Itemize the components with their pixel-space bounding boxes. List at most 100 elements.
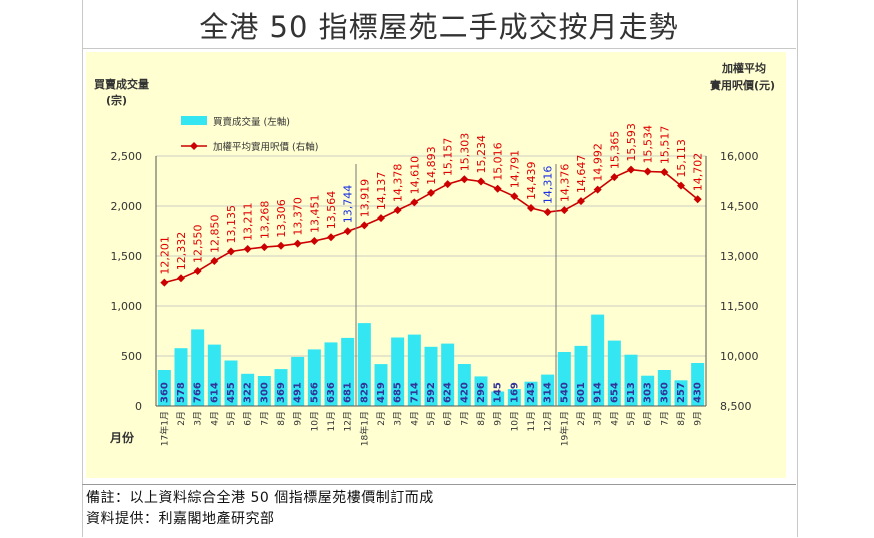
- volume-bar: [174, 348, 188, 406]
- volume-bar-label: 303: [643, 382, 654, 403]
- legend-line-label: 加權平均實用呎價 (右軸): [213, 141, 318, 153]
- price-marker: [443, 180, 452, 189]
- price-label: 13,211: [242, 202, 255, 241]
- axes: 2,500 16,000 2,000 14,500 1,500 13,000 1,000 11…: [111, 150, 759, 413]
- legend-bar-swatch: [181, 116, 207, 125]
- volume-bar: [674, 380, 688, 406]
- x-tick-label: 19年1月: [558, 411, 570, 446]
- volume-bar-label: 360: [159, 382, 170, 403]
- volume-bar: [307, 349, 321, 406]
- x-tick-label: 6月: [443, 411, 454, 426]
- volume-bar-label: 491: [293, 382, 304, 403]
- volume-bar: [341, 337, 355, 406]
- price-marker: [343, 227, 352, 236]
- volume-bar-label: 369: [276, 382, 287, 403]
- price-marker: [310, 236, 319, 245]
- price-marker: [177, 274, 185, 283]
- volume-bar: [491, 391, 505, 406]
- price-marker: [593, 185, 602, 194]
- x-tick-labels: 17年1月 2月 3月 4月 5月 6月 7月 8月 9月 10月 11月 12月 18年1月 2月 3月 4…: [158, 411, 703, 446]
- volume-bar: [324, 342, 338, 406]
- price-marker: [460, 175, 469, 184]
- price-marker: [527, 204, 535, 213]
- x-tick-label: 6月: [643, 411, 654, 426]
- x-tick-label: 10月: [309, 411, 320, 431]
- volume-bar-label: 513: [626, 382, 637, 403]
- volume-bar: [241, 373, 255, 406]
- volume-bar-label: 614: [209, 382, 220, 403]
- price-label: 14,376: [558, 164, 571, 203]
- volume-bar: [557, 352, 571, 406]
- volume-bar: [657, 370, 671, 406]
- volume-bar: [457, 364, 471, 406]
- volume-bar-label: 592: [426, 382, 437, 403]
- legend: 買賣成交量 (左軸) 加權平均實用呎價 (右軸): [181, 116, 318, 153]
- volume-bars: [157, 314, 705, 406]
- price-label: 14,316: [542, 166, 555, 205]
- x-tick-label: 5月: [226, 411, 237, 426]
- volume-bar: [357, 323, 371, 406]
- source-note: 資料提供：利嘉閣地產研究部: [86, 511, 275, 527]
- x-tick-label: 3月: [593, 411, 604, 426]
- price-label: 14,893: [425, 146, 438, 185]
- volume-bar: [441, 343, 455, 406]
- price-label: 15,534: [642, 125, 655, 163]
- right-tick-label: 13,000: [720, 250, 759, 263]
- x-tick-label: 11月: [326, 411, 337, 431]
- price-label: 15,365: [608, 131, 621, 170]
- price-marker: [377, 214, 385, 223]
- price-marker: [643, 167, 652, 176]
- volume-bar: [574, 345, 588, 406]
- price-marker: [677, 181, 685, 190]
- volume-bar-label: 300: [259, 382, 270, 403]
- price-marker: [260, 243, 269, 252]
- price-label: 15,016: [492, 142, 505, 181]
- volume-bar-label: 654: [609, 382, 620, 403]
- right-axis-title-line1: 加權平均: [721, 61, 766, 75]
- x-tick-label: 18年1月: [358, 411, 370, 446]
- volume-bar-label: 601: [576, 382, 587, 403]
- price-label: 13,919: [358, 179, 371, 218]
- volume-bar-label: 455: [226, 382, 237, 403]
- price-marker: [493, 184, 502, 193]
- left-tick-label: 1,500: [111, 250, 143, 263]
- price-label: 13,744: [342, 185, 355, 224]
- volume-bar-label: 766: [193, 382, 204, 403]
- price-marker: [510, 192, 519, 201]
- x-tick-label: 3月: [393, 411, 404, 426]
- price-label: 13,564: [325, 191, 338, 230]
- right-tick-label: 8,500: [720, 400, 752, 413]
- x-tick-label: 17年1月: [158, 411, 170, 446]
- volume-bar: [524, 381, 538, 406]
- volume-bar: [624, 354, 638, 406]
- volume-bar-label: 681: [343, 382, 354, 403]
- price-marker: [693, 195, 702, 204]
- volume-bar: [257, 376, 271, 406]
- x-tick-label: 7月: [659, 411, 670, 426]
- left-tick-label: 1,000: [111, 300, 143, 313]
- price-label: 14,702: [692, 153, 705, 192]
- price-marker: [360, 221, 369, 230]
- price-marker: [577, 197, 585, 206]
- volume-bar: [207, 344, 221, 406]
- volume-bar-label: 714: [409, 382, 420, 403]
- price-marker: [427, 188, 435, 197]
- left-tick-label: 0: [135, 400, 142, 413]
- left-axis-title-line1: 買賣成交量: [94, 77, 149, 91]
- right-tick-label: 14,500: [720, 200, 759, 213]
- x-tick-label: 2月: [576, 411, 587, 426]
- price-label: 14,137: [375, 172, 388, 211]
- price-label: 14,992: [592, 143, 605, 182]
- x-tick-label: 5月: [626, 411, 637, 426]
- chart: 360 578 766 614 455 322 300 369 491 566 636 681 829 4…: [86, 52, 786, 478]
- x-tick-label: 9月: [293, 411, 304, 426]
- x-tick-label: 12月: [343, 411, 354, 431]
- x-tick-label: 9月: [693, 411, 704, 426]
- price-marker: [277, 241, 285, 250]
- x-tick-label: 8月: [276, 411, 287, 426]
- volume-bar: [591, 314, 605, 406]
- volume-bar-label: 257: [676, 382, 687, 403]
- price-label: 15,593: [625, 123, 638, 162]
- x-tick-label: 9月: [493, 411, 504, 426]
- price-marker: [410, 198, 419, 207]
